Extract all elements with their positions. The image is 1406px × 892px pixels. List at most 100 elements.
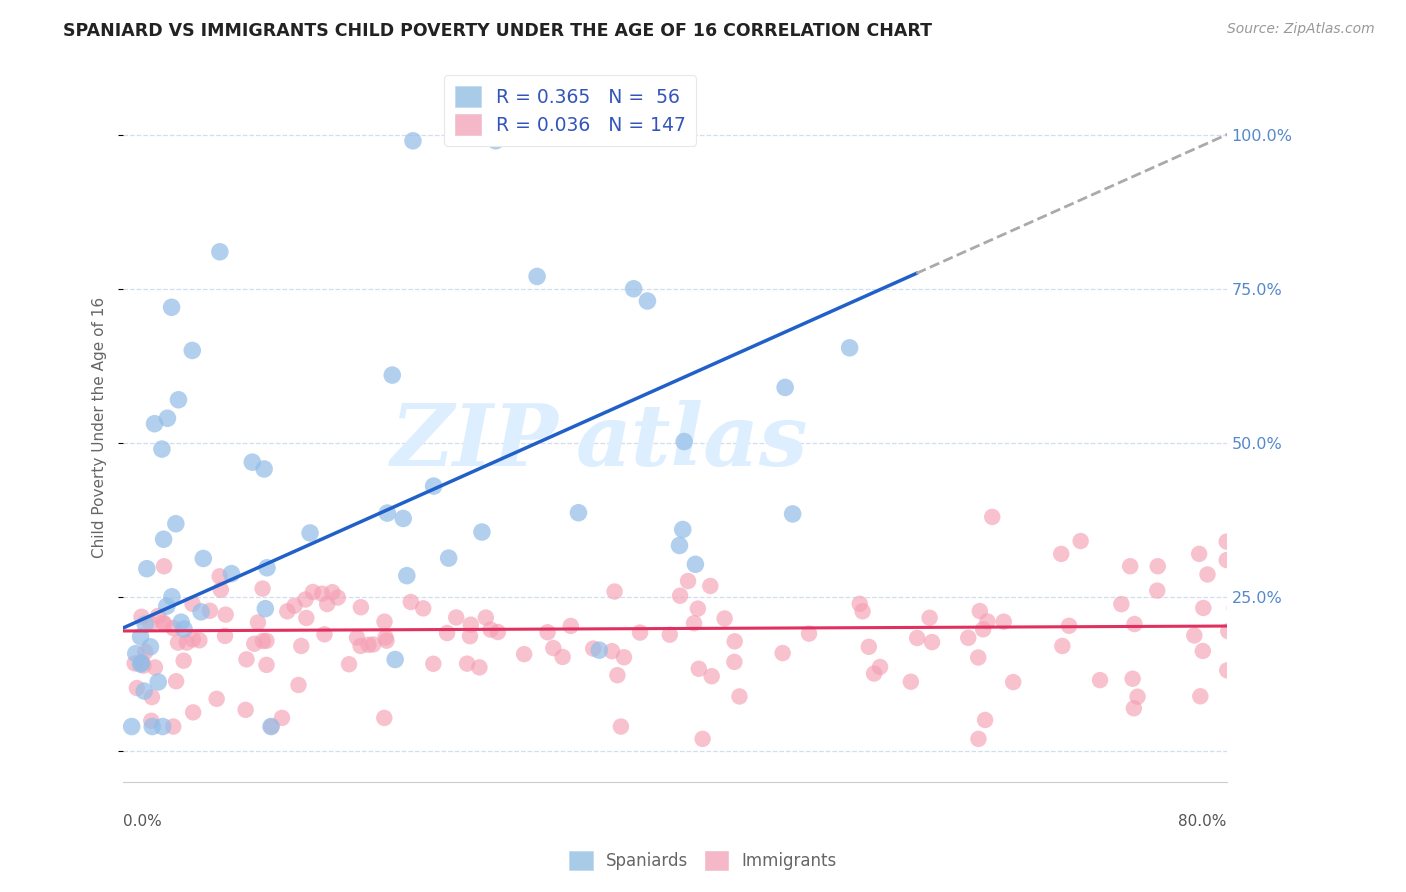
Point bbox=[152, 720, 174, 734]
Point bbox=[976, 615, 998, 629]
Point bbox=[588, 643, 610, 657]
Point bbox=[160, 300, 183, 314]
Point bbox=[125, 681, 148, 695]
Point bbox=[314, 627, 336, 641]
Point bbox=[134, 684, 156, 698]
Point bbox=[131, 609, 153, 624]
Point bbox=[782, 507, 804, 521]
Point bbox=[673, 434, 696, 449]
Point bbox=[623, 282, 645, 296]
Point bbox=[316, 597, 339, 611]
Point bbox=[1002, 675, 1025, 690]
Point bbox=[235, 703, 257, 717]
Point bbox=[240, 455, 263, 469]
Point bbox=[221, 566, 243, 581]
Point bbox=[1182, 628, 1205, 642]
Point bbox=[215, 607, 238, 622]
Point bbox=[1229, 731, 1251, 746]
Point bbox=[295, 611, 318, 625]
Point bbox=[1216, 664, 1239, 678]
Y-axis label: Child Poverty Under the Age of 16: Child Poverty Under the Age of 16 bbox=[93, 297, 107, 558]
Text: Source: ZipAtlas.com: Source: ZipAtlas.com bbox=[1227, 22, 1375, 37]
Point bbox=[468, 660, 491, 674]
Point bbox=[337, 657, 360, 672]
Point bbox=[1050, 547, 1073, 561]
Point bbox=[560, 619, 582, 633]
Point bbox=[905, 631, 928, 645]
Point bbox=[918, 611, 941, 625]
Point bbox=[271, 711, 294, 725]
Point bbox=[173, 654, 195, 668]
Point bbox=[350, 600, 373, 615]
Point bbox=[437, 551, 460, 566]
Point bbox=[600, 644, 623, 658]
Point bbox=[299, 525, 322, 540]
Point bbox=[188, 633, 211, 648]
Point bbox=[685, 558, 707, 572]
Point bbox=[165, 674, 187, 689]
Point bbox=[173, 622, 195, 636]
Point bbox=[208, 569, 231, 583]
Point bbox=[193, 551, 215, 566]
Point bbox=[1215, 553, 1237, 567]
Point bbox=[375, 633, 398, 648]
Point bbox=[132, 658, 155, 673]
Point bbox=[686, 601, 709, 615]
Point bbox=[254, 601, 277, 615]
Point bbox=[209, 582, 232, 597]
Point bbox=[485, 134, 508, 148]
Point bbox=[256, 633, 278, 648]
Point bbox=[974, 713, 997, 727]
Point bbox=[373, 615, 395, 629]
Point bbox=[146, 608, 169, 623]
Point bbox=[1088, 673, 1111, 687]
Point bbox=[668, 539, 690, 553]
Point bbox=[456, 657, 478, 671]
Point bbox=[683, 616, 706, 631]
Point bbox=[141, 690, 163, 705]
Point bbox=[475, 610, 498, 624]
Point bbox=[1146, 559, 1168, 574]
Point bbox=[692, 731, 714, 746]
Point bbox=[1122, 701, 1144, 715]
Text: 80.0%: 80.0% bbox=[1178, 814, 1226, 829]
Point bbox=[134, 617, 156, 632]
Point bbox=[131, 655, 153, 669]
Point bbox=[869, 660, 891, 674]
Point bbox=[373, 711, 395, 725]
Point bbox=[148, 675, 170, 690]
Point bbox=[412, 601, 434, 615]
Point bbox=[395, 568, 418, 582]
Point bbox=[361, 638, 384, 652]
Point bbox=[181, 632, 204, 647]
Point bbox=[460, 617, 482, 632]
Point bbox=[139, 640, 162, 654]
Point bbox=[374, 631, 396, 645]
Point bbox=[129, 630, 152, 644]
Point bbox=[582, 641, 605, 656]
Point bbox=[392, 511, 415, 525]
Point bbox=[399, 595, 422, 609]
Point bbox=[422, 479, 444, 493]
Point bbox=[176, 635, 198, 649]
Point bbox=[256, 657, 278, 672]
Point bbox=[972, 623, 994, 637]
Point bbox=[141, 714, 163, 728]
Point bbox=[311, 587, 333, 601]
Text: ZIP: ZIP bbox=[391, 400, 560, 483]
Point bbox=[1223, 601, 1246, 615]
Point bbox=[256, 561, 278, 575]
Point bbox=[773, 380, 796, 394]
Point bbox=[1111, 597, 1133, 611]
Point bbox=[181, 343, 204, 358]
Point bbox=[152, 533, 174, 547]
Point bbox=[121, 720, 143, 734]
Point bbox=[1197, 567, 1219, 582]
Point bbox=[1218, 624, 1240, 639]
Point bbox=[669, 589, 692, 603]
Point bbox=[728, 690, 751, 704]
Point bbox=[613, 650, 636, 665]
Point bbox=[349, 639, 371, 653]
Point bbox=[672, 523, 695, 537]
Point bbox=[1126, 690, 1149, 704]
